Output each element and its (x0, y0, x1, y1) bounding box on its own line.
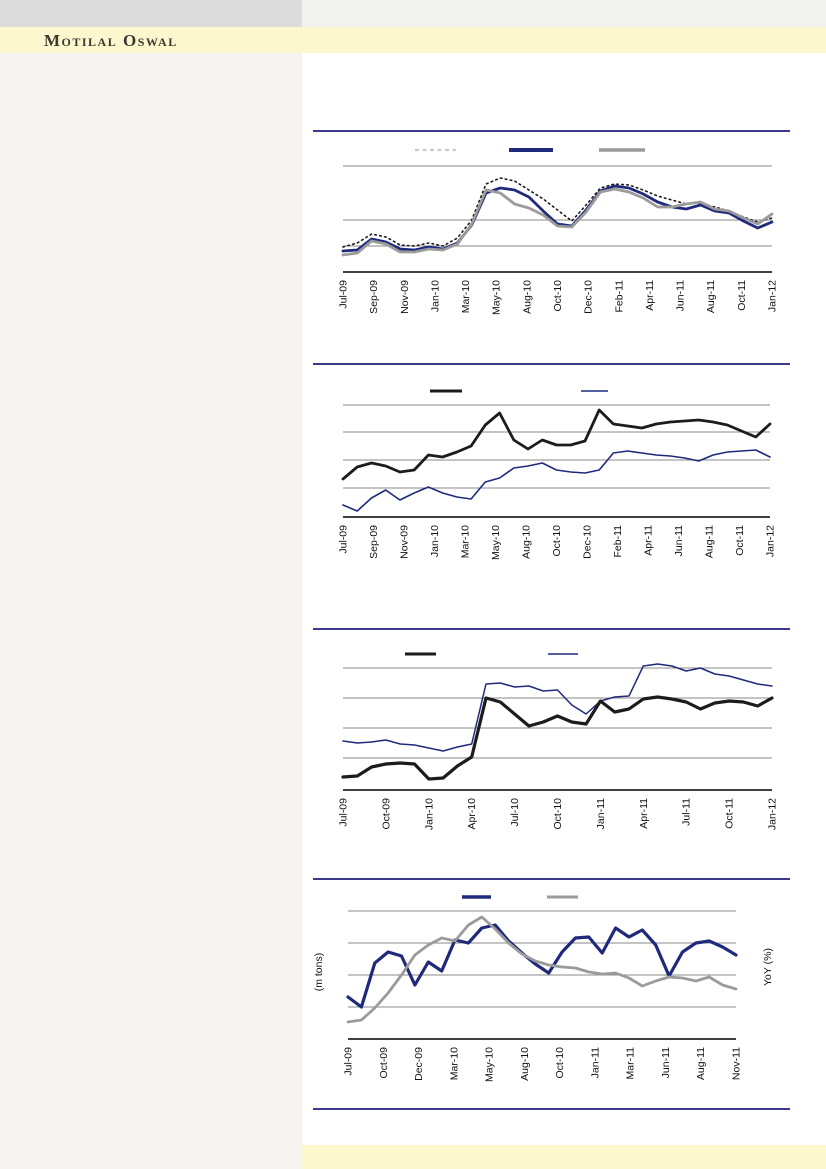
footer-accent-bar (302, 1145, 826, 1169)
chart-2-x-label: May-10 (490, 525, 502, 560)
chart-3-x-label: Oct-09 (380, 798, 392, 830)
chart-3-x-label: Jan-10 (423, 798, 435, 830)
chart-3-black-series (341, 695, 774, 781)
chart-2-x-label: Apr-11 (643, 525, 655, 556)
chart-2-x-label: Oct-11 (734, 525, 746, 556)
chart-4-x-label: Nov-11 (731, 1047, 743, 1080)
chart-3: Jul-09 Oct-09 Jan-10 Apr-10 Jul-10 Oct-10 Jan-… (313, 628, 790, 830)
chart-4: Jul-09 Oct-09 Dec-09 Mar-10 May-10 Aug-10 Oct-… (313, 878, 790, 1082)
chart-1-x-label: Oct-10 (552, 280, 564, 312)
chart-1-navy-series (341, 184, 774, 253)
chart-1-x-label: Jan-10 (429, 280, 441, 312)
chart-1-x-label: Jan-12 (767, 280, 779, 312)
chart-2-x-label: Jan-12 (765, 525, 777, 557)
chart-2: Jul-09 Sep-09 Nov-09 Jan-10 Mar-10 May-10 Aug-… (313, 363, 790, 560)
chart-4-x-label: Dec-09 (413, 1047, 425, 1081)
chart-1-gray-series (341, 187, 774, 257)
chart-1-x-label: Oct-11 (736, 280, 748, 311)
chart-2-x-label: Jun-11 (673, 525, 685, 556)
chart-1-x-label: Aug-10 (521, 280, 533, 314)
chart-3-x-label: Apr-10 (466, 798, 478, 830)
chart-3-x-label: Jul-10 (509, 798, 521, 827)
chart-3-x-label: Oct-11 (724, 798, 736, 829)
chart-2-x-label: Dec-10 (582, 525, 594, 559)
chart-3-x-label: Jul-11 (681, 798, 693, 826)
chart-4-x-label: Aug-10 (519, 1047, 531, 1081)
chart-2-x-label: Feb-11 (612, 525, 624, 558)
chart-4-x-label: May-10 (484, 1047, 496, 1082)
chart-4-y-axis-label: YoY (%) (762, 948, 774, 986)
chart-3-x-label: Apr-11 (638, 798, 650, 829)
chart-4-gray-series (346, 915, 738, 1024)
chart-4-navy-series (346, 923, 738, 1009)
chart-2-x-label: Aug-11 (704, 525, 716, 558)
chart-3-x-label: Jul-09 (338, 798, 350, 827)
chart-4-x-label: Jun-11 (660, 1047, 672, 1078)
chart-1-x-label: Jul-09 (338, 280, 350, 309)
chart-2-navy-series (342, 449, 771, 512)
chart-4-x-label: Mar-10 (448, 1047, 460, 1080)
brand-bar: Motilal Oswal (0, 27, 826, 53)
chart-3-x-label: Jan-12 (767, 798, 779, 830)
chart-3-navy-series (342, 663, 773, 752)
chart-1-x-label: Jun-11 (675, 280, 687, 311)
top-left-gray-box (0, 0, 302, 27)
chart-2-x-label: Oct-10 (551, 525, 563, 557)
chart-2-x-label: Jul-09 (338, 525, 350, 554)
chart-2-x-label: Mar-10 (460, 525, 472, 558)
chart-1-x-label: Sep-09 (368, 280, 380, 314)
chart-1-x-label: Aug-11 (705, 280, 717, 313)
chart-4-x-label: Oct-09 (378, 1047, 390, 1079)
chart-2-x-label: Jan-10 (429, 525, 441, 557)
chart-4-y-axis-label: (m tons) (313, 953, 325, 992)
left-margin-column (0, 53, 302, 1169)
chart-4-x-label: Jan-11 (589, 1047, 601, 1078)
chart-1-x-label: May-10 (491, 280, 503, 315)
chart-1-x-label: Feb-11 (613, 280, 625, 313)
chart-3-x-label: Oct-10 (552, 798, 564, 830)
chart-1-x-label: Apr-11 (644, 280, 656, 311)
chart-4-x-label: Jul-09 (343, 1047, 355, 1076)
chart-4-x-label: Mar-11 (625, 1047, 637, 1080)
chart-4-x-label: Oct-10 (554, 1047, 566, 1079)
chart-1-x-label: Dec-10 (583, 280, 595, 314)
chart-2-x-label: Sep-09 (368, 525, 380, 559)
chart-2-x-label: Aug-10 (521, 525, 533, 559)
chart-1: Jul-09 Sep-09 Nov-09 Jan-10 Mar-10 May-10 Aug-… (313, 130, 790, 315)
chart-4-x-label: Aug-11 (695, 1047, 707, 1080)
chart-1-dotted-black-series (342, 177, 773, 248)
brand-logo-text: Motilal Oswal (44, 31, 178, 50)
chart-1-x-label: Mar-10 (460, 280, 472, 313)
chart-1-x-label: Nov-09 (399, 280, 411, 314)
chart-2-black-series (341, 408, 772, 481)
chart-3-x-label: Jan-11 (595, 798, 607, 829)
chart-2-x-label: Nov-09 (399, 525, 411, 559)
